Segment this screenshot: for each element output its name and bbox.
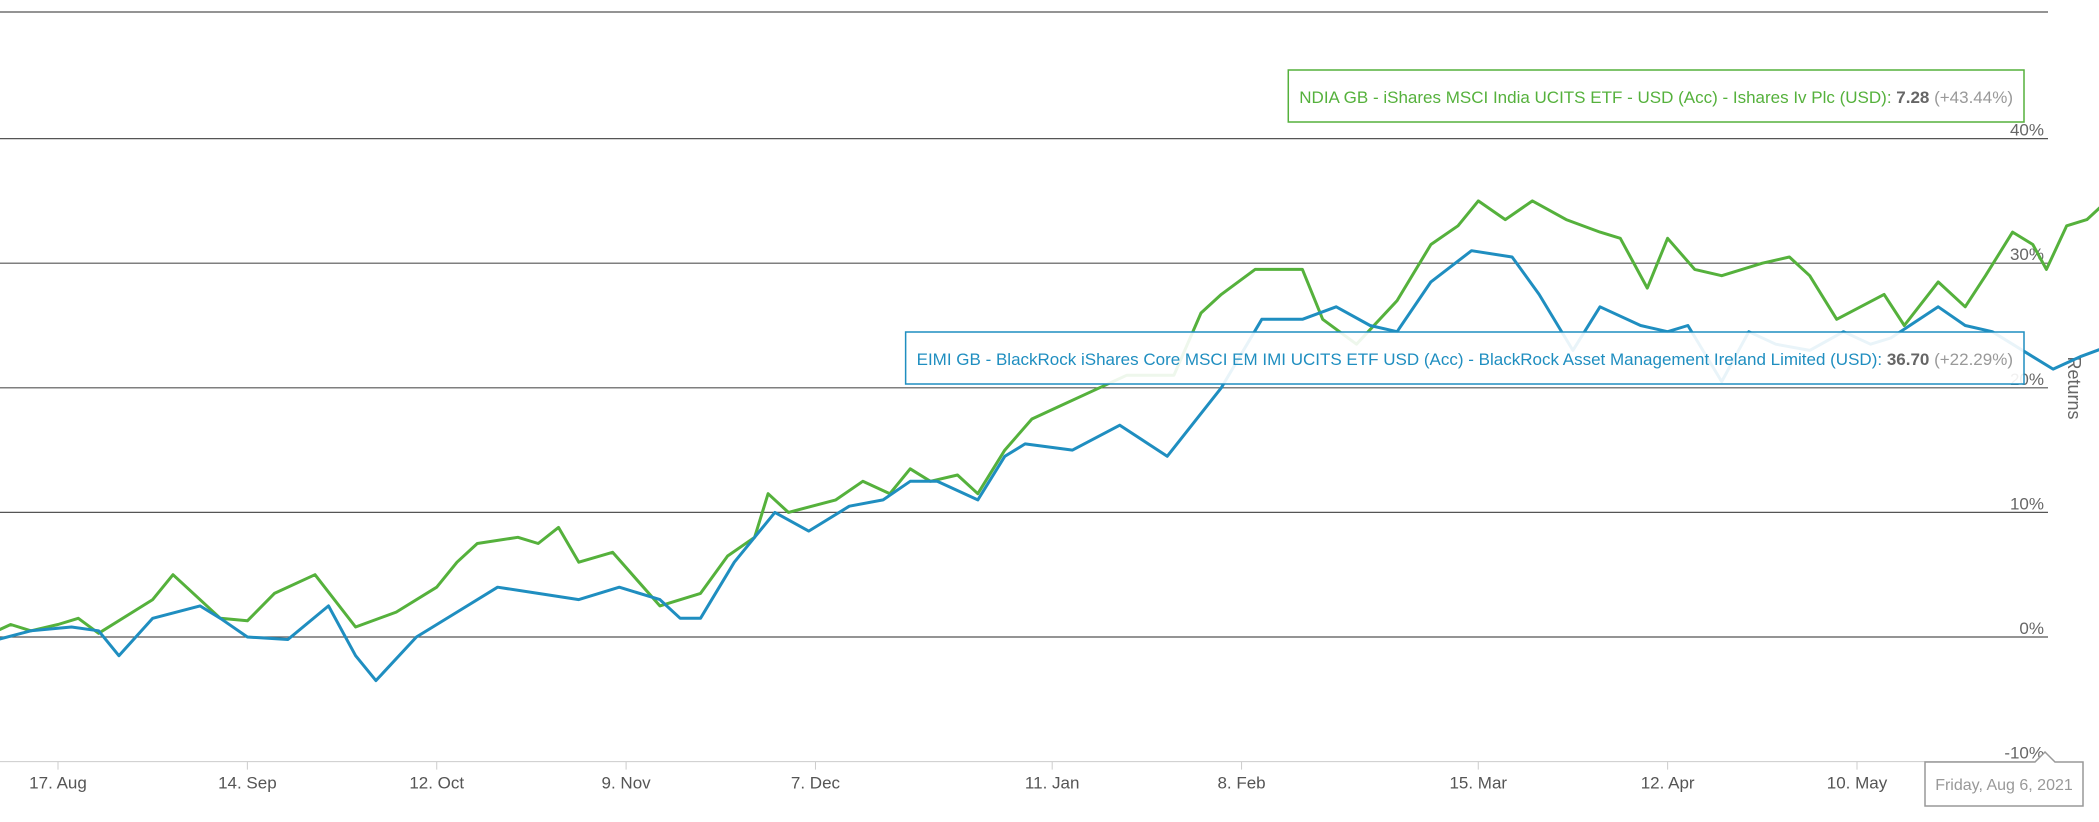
tooltip-eimi: EIMI GB - BlackRock iShares Core MSCI EM… [904, 331, 2025, 385]
x-tick-label: 12. Oct [409, 774, 464, 793]
tooltip-series-name: EIMI GB - BlackRock iShares Core MSCI EM… [917, 350, 1887, 369]
y-axis-tick-labels: -10%0%10%20%30%40% [2004, 121, 2044, 763]
tooltip-text: EIMI GB - BlackRock iShares Core MSCI EM… [917, 350, 2013, 369]
tooltip-box [904, 331, 2025, 385]
x-tick-label: 9. Nov [602, 774, 652, 793]
x-tick-label: 14. Sep [218, 774, 277, 793]
x-axis-tick-labels: 17. Aug 14. Sep 12. Oct 9. Nov 7. Dec 11. Jan… [29, 761, 2070, 793]
tooltip-ndia: NDIA GB - iShares MSCI India UCITS ETF -… [1287, 69, 2025, 123]
x-tick-label: 10. May [1827, 774, 1888, 793]
x-tick-label: 12. Apr [1641, 774, 1695, 793]
x-tick-label: 7. Dec [791, 774, 841, 793]
tooltip-text: NDIA GB - iShares MSCI India UCITS ETF -… [1299, 88, 2013, 107]
tooltip-change: (+22.29%) [1929, 350, 2013, 369]
series-line-ndia[interactable] [0, 95, 2099, 637]
series-tooltips: NDIA GB - iShares MSCI India UCITS ETF -… [904, 69, 2025, 385]
x-tick-label: 11. Jan [1025, 774, 1080, 793]
series-line-eimi[interactable] [0, 249, 2099, 683]
hover-date-text: Friday, Aug 6, 2021 [1935, 777, 2073, 794]
gridlines [0, 11, 2048, 763]
y-axis-title: Returns [2064, 356, 2084, 419]
y-tick-label: 10% [2010, 494, 2044, 513]
y-tick-label: 0% [2019, 619, 2044, 638]
x-tick-label: 15. Mar [1449, 774, 1507, 793]
tooltip-series-name: NDIA GB - iShares MSCI India UCITS ETF -… [1299, 88, 1896, 107]
tooltip-box [1287, 69, 2025, 123]
y-tick-label: 40% [2010, 121, 2044, 140]
x-tick-label: 17. Aug [29, 774, 87, 793]
x-tick-label: 8. Feb [1217, 774, 1265, 793]
tooltip-value: 36.70 [1887, 350, 1930, 369]
tooltip-change: (+43.44%) [1929, 88, 2013, 107]
tooltip-value: 7.28 [1896, 88, 1929, 107]
y-tick-label: -10% [2004, 744, 2044, 763]
hover-date-label: Friday, Aug 6, 2021 [1924, 750, 2084, 807]
